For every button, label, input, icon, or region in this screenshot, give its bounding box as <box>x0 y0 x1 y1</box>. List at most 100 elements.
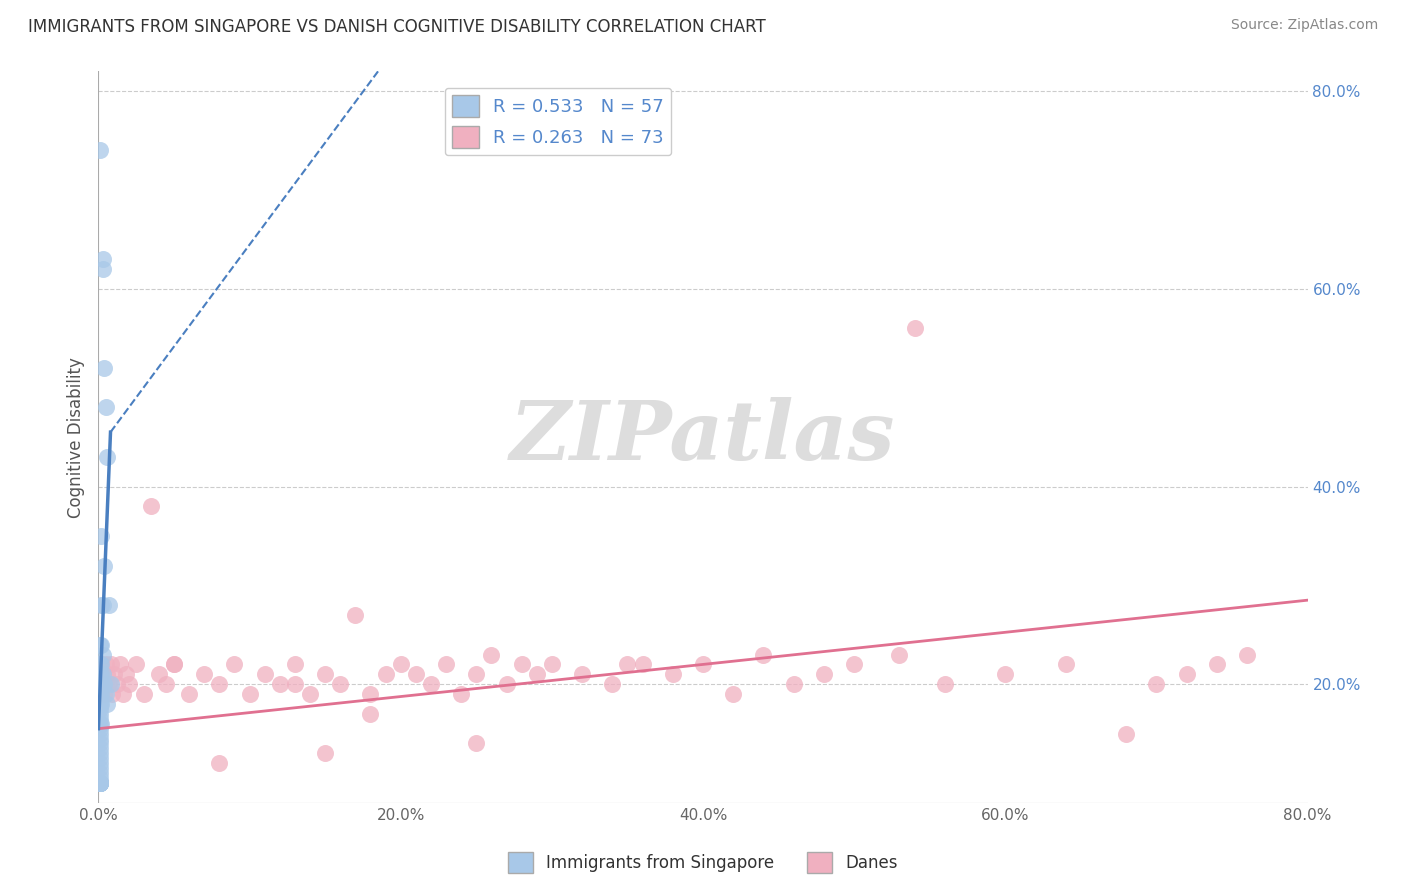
Point <box>105 677 128 691</box>
Point <box>89 761 111 775</box>
Point <box>465 737 488 751</box>
Y-axis label: Cognitive Disability: Cognitive Disability <box>66 357 84 517</box>
Point <box>89 638 111 652</box>
Point <box>783 677 806 691</box>
Point <box>631 657 654 672</box>
Point <box>90 667 112 681</box>
Point <box>94 657 117 672</box>
Point <box>163 657 186 672</box>
Point <box>813 667 835 681</box>
Point <box>89 712 111 726</box>
Point <box>284 677 307 691</box>
Point <box>90 697 112 711</box>
Point <box>93 687 115 701</box>
Point <box>1206 657 1229 672</box>
Point <box>89 731 111 746</box>
Point <box>89 716 111 731</box>
Point <box>93 360 115 375</box>
Point <box>98 677 121 691</box>
Point <box>434 657 457 672</box>
Point <box>91 677 114 691</box>
Point <box>224 657 246 672</box>
Point <box>450 687 472 701</box>
Point <box>89 776 111 790</box>
Point <box>94 401 117 415</box>
Point <box>89 737 111 751</box>
Point <box>89 747 111 761</box>
Point <box>89 682 111 697</box>
Point <box>89 697 111 711</box>
Point <box>100 657 122 672</box>
Point <box>90 529 112 543</box>
Point <box>571 667 593 681</box>
Point <box>89 756 111 771</box>
Point <box>89 667 111 681</box>
Point <box>96 450 118 464</box>
Point <box>93 677 115 691</box>
Point <box>1175 667 1198 681</box>
Point <box>93 558 115 573</box>
Point <box>89 776 111 790</box>
Legend: R = 0.533   N = 57, R = 0.263   N = 73: R = 0.533 N = 57, R = 0.263 N = 73 <box>444 87 671 155</box>
Point <box>89 776 111 790</box>
Point <box>103 667 125 681</box>
Point <box>89 766 111 780</box>
Point <box>89 776 111 790</box>
Point <box>89 741 111 756</box>
Point <box>540 657 562 672</box>
Point <box>314 747 336 761</box>
Point <box>616 657 638 672</box>
Point <box>89 771 111 785</box>
Point <box>89 776 111 790</box>
Point <box>179 687 201 701</box>
Point <box>111 687 134 701</box>
Point <box>89 702 111 716</box>
Text: IMMIGRANTS FROM SINGAPORE VS DANISH COGNITIVE DISABILITY CORRELATION CHART: IMMIGRANTS FROM SINGAPORE VS DANISH COGN… <box>28 18 766 36</box>
Point <box>89 706 111 721</box>
Point <box>465 667 488 681</box>
Point <box>344 607 367 622</box>
Point <box>148 667 170 681</box>
Point <box>208 677 231 691</box>
Point <box>118 677 141 691</box>
Point <box>96 667 118 681</box>
Point <box>89 776 111 790</box>
Point <box>299 687 322 701</box>
Point <box>253 667 276 681</box>
Point <box>89 722 111 736</box>
Point <box>526 667 548 681</box>
Point <box>91 598 114 612</box>
Point <box>89 726 111 740</box>
Point <box>101 687 124 701</box>
Point <box>360 706 382 721</box>
Point <box>90 638 112 652</box>
Point <box>889 648 911 662</box>
Point <box>91 648 114 662</box>
Point <box>89 776 111 790</box>
Point <box>329 677 352 691</box>
Point <box>91 667 114 681</box>
Point <box>90 598 112 612</box>
Point <box>284 657 307 672</box>
Point <box>90 657 112 672</box>
Point <box>114 667 136 681</box>
Point <box>155 677 177 691</box>
Point <box>1054 657 1077 672</box>
Point <box>90 657 112 672</box>
Point <box>1144 677 1167 691</box>
Point <box>89 657 111 672</box>
Point <box>89 776 111 790</box>
Point <box>405 667 427 681</box>
Point <box>420 677 443 691</box>
Point <box>269 677 291 691</box>
Point <box>90 677 112 691</box>
Point <box>132 687 155 701</box>
Point <box>193 667 215 681</box>
Point <box>89 692 111 706</box>
Legend: Immigrants from Singapore, Danes: Immigrants from Singapore, Danes <box>501 846 905 880</box>
Point <box>994 667 1017 681</box>
Point <box>89 776 111 790</box>
Point <box>89 687 111 701</box>
Point <box>314 667 336 681</box>
Point <box>602 677 624 691</box>
